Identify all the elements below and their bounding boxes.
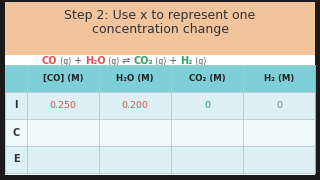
Text: 0.250: 0.250 [50,101,76,110]
Text: 0: 0 [204,101,210,110]
Text: Step 2: Use x to represent one: Step 2: Use x to represent one [64,10,256,22]
Bar [5,146,315,173]
Text: 0.200: 0.200 [122,101,148,110]
Text: concentration change: concentration change [92,24,228,37]
Text: H₂ (M): H₂ (M) [264,74,294,83]
Text: +: + [166,56,180,66]
Text: (g): (g) [193,57,206,66]
Text: +: + [71,56,85,66]
Text: I: I [14,100,18,111]
Bar [5,65,315,92]
Text: H₂: H₂ [180,56,193,66]
Text: CO: CO [42,56,58,66]
Bar [5,55,315,175]
Text: CO₂ (M): CO₂ (M) [189,74,225,83]
Bar [5,119,315,146]
Text: C: C [12,127,20,138]
Text: CO₂: CO₂ [133,56,153,66]
Bar [5,2,315,55]
Text: 0: 0 [276,101,282,110]
Text: H₂O: H₂O [85,56,106,66]
Text: E: E [13,154,19,165]
Bar [5,92,315,119]
Text: (g): (g) [153,57,166,66]
Text: H₂O (M): H₂O (M) [116,74,154,83]
Text: (g): (g) [58,57,71,66]
Text: [CO] (M): [CO] (M) [43,74,83,83]
Text: ⇌: ⇌ [119,56,133,66]
Text: (g): (g) [106,57,119,66]
